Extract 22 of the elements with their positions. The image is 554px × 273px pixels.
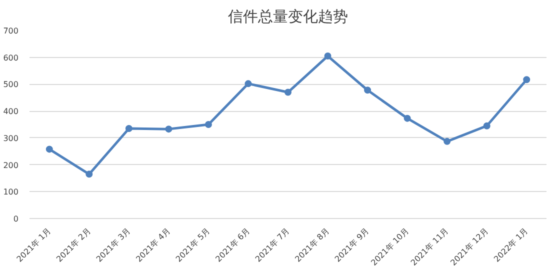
point: [364, 86, 372, 94]
y-tick-label: 200: [3, 160, 19, 170]
y-tick-label: 500: [3, 80, 19, 90]
point: [204, 121, 212, 128]
point: [125, 125, 132, 132]
chart-title: 信件总量变化趋势: [228, 8, 348, 26]
y-tick-label: 400: [3, 107, 19, 116]
point: [324, 52, 332, 60]
y-tick-label: 100: [3, 188, 19, 197]
y-tick-label: 0: [13, 214, 19, 224]
y-tick-label: 700: [3, 26, 19, 36]
point: [483, 122, 490, 130]
point: [244, 80, 252, 88]
y-tick-label: 300: [3, 134, 19, 143]
point: [523, 76, 530, 84]
point: [165, 126, 172, 133]
point: [46, 146, 53, 153]
point: [86, 170, 93, 178]
y-tick-label: 600: [3, 53, 19, 62]
point: [404, 114, 411, 122]
point: [284, 88, 292, 96]
point: [444, 138, 451, 145]
